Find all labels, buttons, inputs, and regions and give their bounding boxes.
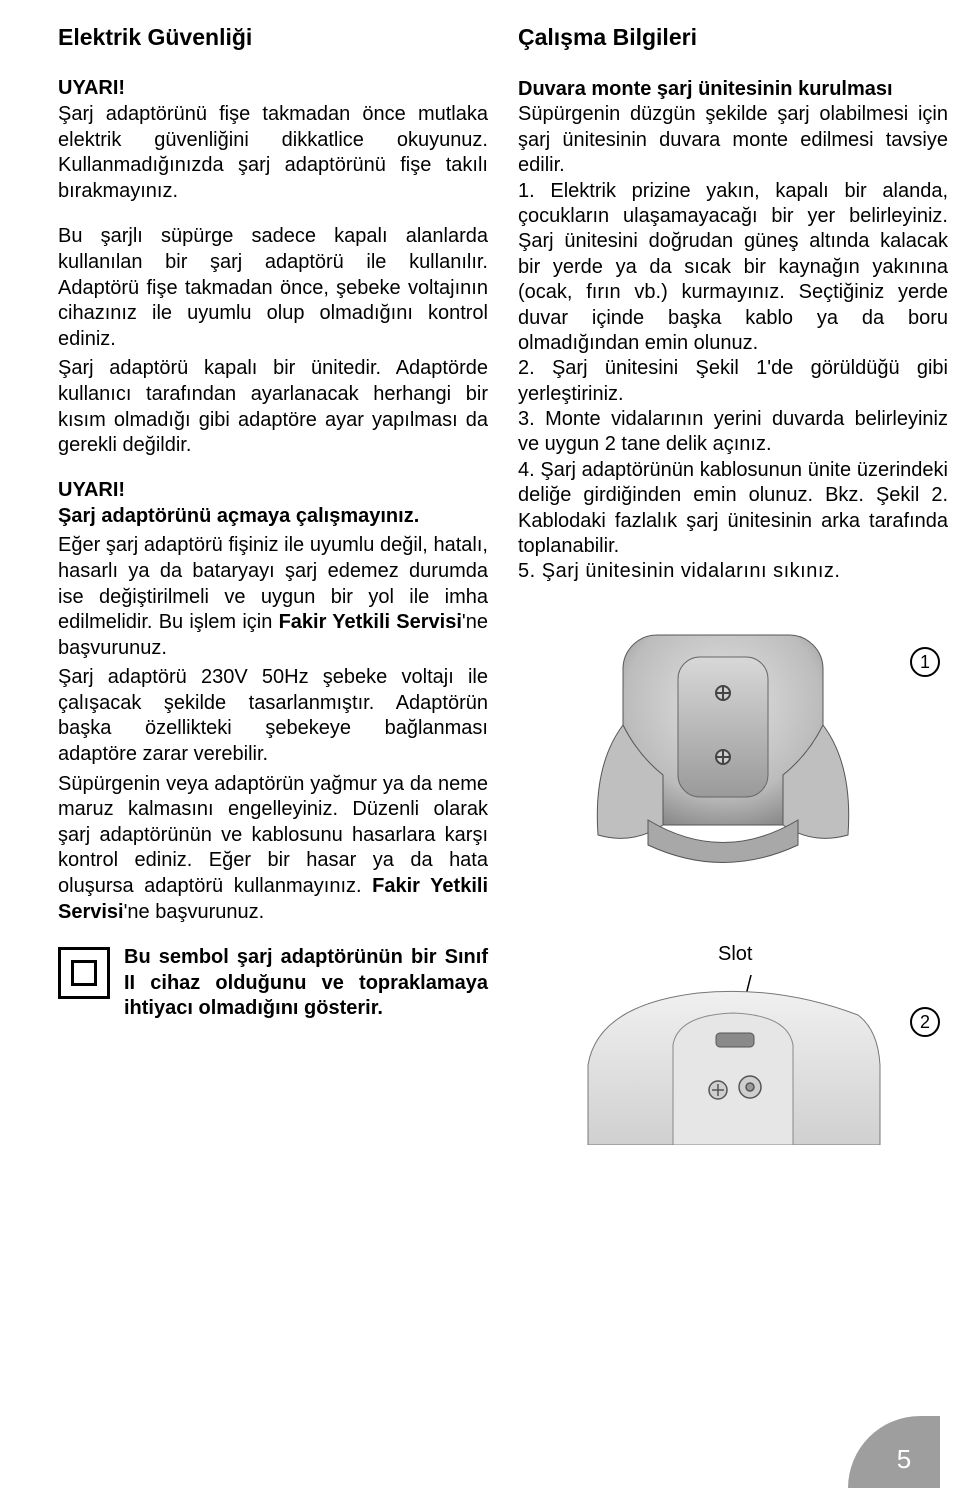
manual-page: Elektrik Güvenliği UYARI! Şarj adaptörün…: [0, 0, 960, 1504]
slot-label: Slot: [718, 943, 752, 966]
class-2-text-span: Bu sembol şarj adaptörünün bir Sınıf II …: [124, 946, 488, 1019]
figure-1: [578, 615, 868, 880]
left-para-2-lead: Şarj adaptörünü açmaya çalışmayınız.: [58, 504, 488, 530]
page-number: 5: [848, 1416, 940, 1488]
left-para-2a-bold: Fakir Yetkili Servisi: [279, 611, 462, 633]
class-2-icon: [58, 947, 110, 999]
warning-heading-2: UYARI!: [58, 479, 488, 502]
left-para-2c: Süpürgenin veya adaptörün yağmur ya da n…: [58, 772, 488, 926]
right-li4: 4. Şarj adaptörünün kablosunun ünite üze…: [518, 458, 948, 560]
right-li5: 5. Şarj ünitesinin vidalarını sıkınız.: [518, 559, 948, 584]
right-subtitle: Duvara monte şarj ünitesinin kurulması: [518, 78, 893, 100]
left-para-2b: Şarj adaptörü 230V 50Hz şebeke voltajı i…: [58, 665, 488, 767]
left-para-1b: Bu şarjlı süpürge sadece kapalı alanlard…: [58, 224, 488, 352]
left-para-2c-after: 'ne başvurunuz.: [124, 901, 265, 923]
figure-2-label: 2: [910, 1007, 940, 1037]
left-para-2-lead-bold: Şarj adaptörünü açmaya çalışmayınız.: [58, 505, 419, 527]
right-li3: 3. Monte vidalarının yerini duvarda beli…: [518, 407, 948, 458]
left-column: Elektrik Güvenliği UYARI! Şarj adaptörün…: [58, 24, 488, 1165]
class-2-text: Bu sembol şarj adaptörünün bir Sınıf II …: [124, 945, 488, 1022]
warning-heading-1: UYARI!: [58, 77, 488, 100]
right-column: Çalışma Bilgileri Duvara monte şarj ünit…: [518, 24, 948, 1165]
figure-1-label: 1: [910, 647, 940, 677]
right-title: Çalışma Bilgileri: [518, 24, 948, 51]
right-li2: 2. Şarj ünitesini Şekil 1'de görüldüğü g…: [518, 356, 948, 407]
figures-area: 1 Slot: [518, 605, 948, 1165]
figure-2: [578, 975, 888, 1150]
right-li1: 1. Elektrik prizine yakın, kapalı bir al…: [518, 179, 948, 357]
right-body-block: Duvara monte şarj ünitesinin kurulması S…: [518, 77, 948, 585]
left-title: Elektrik Güvenliği: [58, 24, 488, 51]
two-column-layout: Elektrik Güvenliği UYARI! Şarj adaptörün…: [58, 24, 928, 1165]
left-para-1a: Şarj adaptörünü fişe takmadan önce mutla…: [58, 102, 488, 204]
left-para-2a: Eğer şarj adaptörü fişiniz ile uyumlu de…: [58, 533, 488, 661]
figure-2-svg: [578, 975, 888, 1145]
class-2-symbol-row: Bu sembol şarj adaptörünün bir Sınıf II …: [58, 945, 488, 1022]
figure-1-svg: [578, 615, 868, 875]
left-para-1c: Şarj adaptörü kapalı bir ünitedir. Adapt…: [58, 356, 488, 458]
right-intro: Süpürgenin düzgün şekilde şarj olabilmes…: [518, 102, 948, 178]
